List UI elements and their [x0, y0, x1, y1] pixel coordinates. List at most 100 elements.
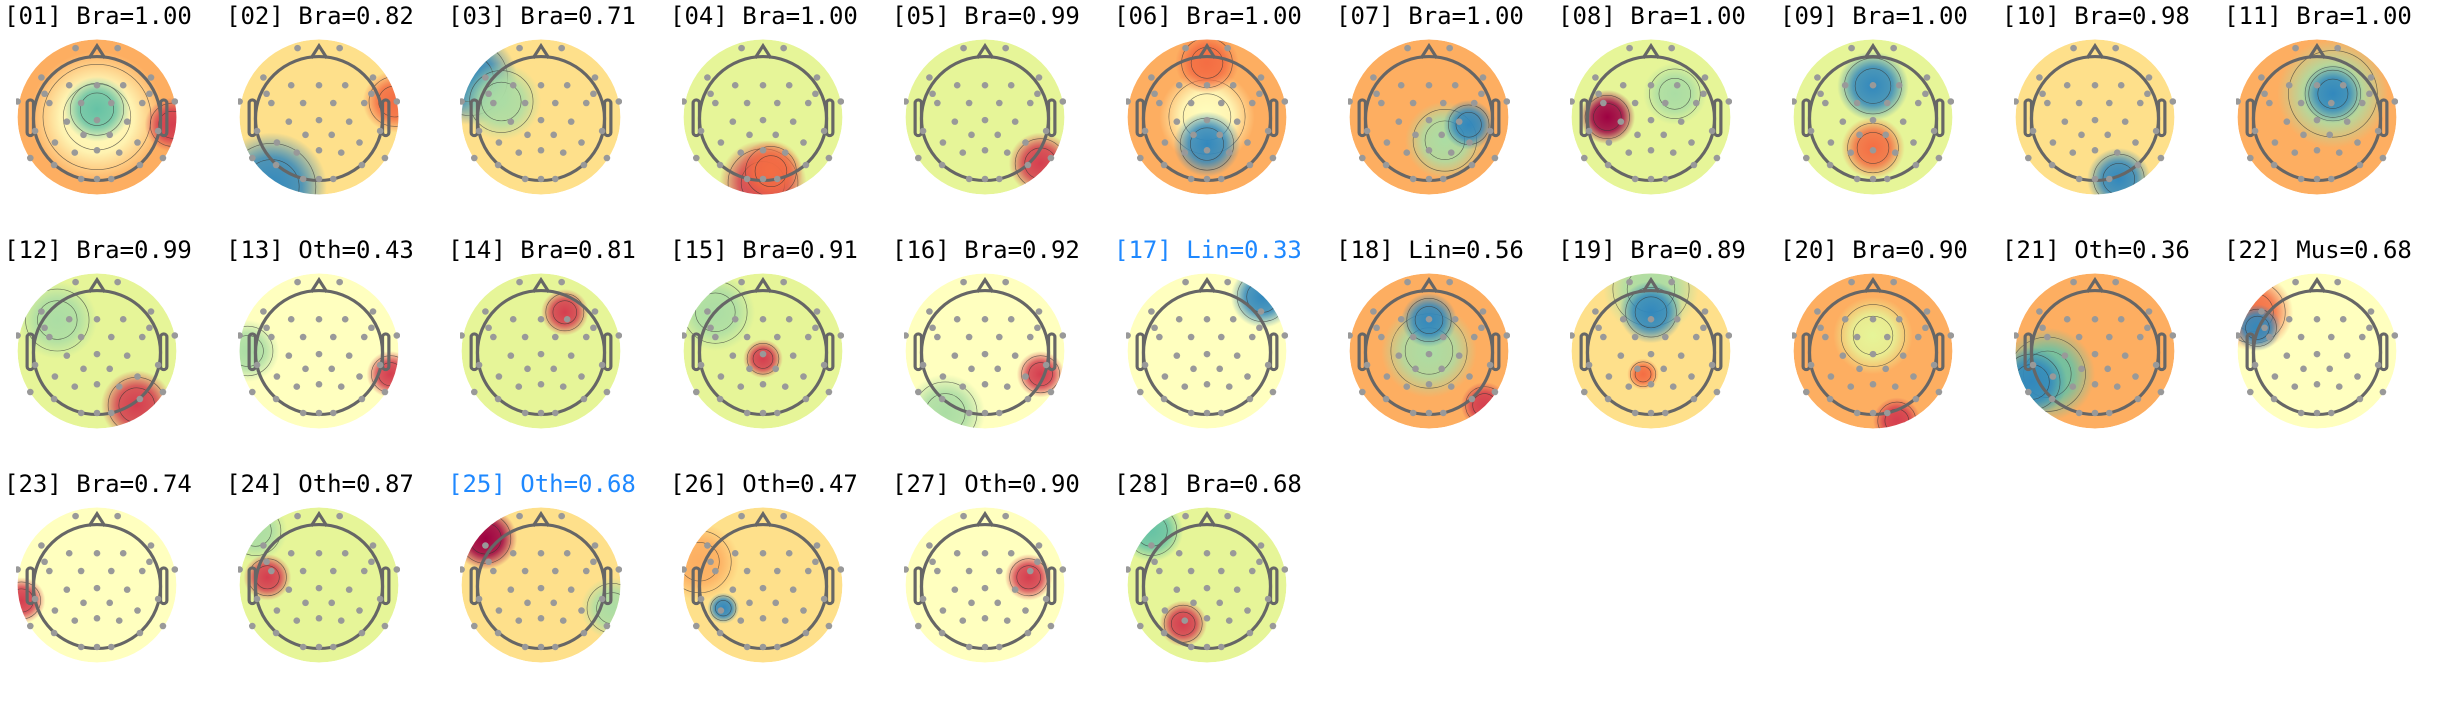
electrode-dot — [2391, 332, 2398, 339]
electrode-dot — [138, 99, 146, 107]
electrode-dot — [759, 175, 767, 183]
electrode-dot — [2313, 409, 2321, 417]
component-12[interactable]: [12] Bra=0.99 — [4, 234, 226, 468]
electrode-dot — [738, 512, 745, 520]
electrode-dot — [731, 549, 739, 557]
electrode-dot — [965, 643, 973, 651]
electrode-dot — [315, 175, 323, 183]
electrode-dot — [558, 44, 565, 52]
component-05[interactable]: [05] Bra=0.99 — [892, 0, 1114, 234]
electrode-dot — [1647, 315, 1655, 323]
electrode-dot — [2313, 81, 2321, 89]
component-15[interactable]: [15] Bra=0.91 — [670, 234, 892, 468]
component-03[interactable]: [03] Bra=0.71 — [448, 0, 670, 234]
electrode-dot — [315, 409, 323, 417]
electrode-dot — [315, 549, 323, 557]
component-title: [28] Bra=0.68 — [1114, 470, 1302, 498]
electrode-dot — [80, 599, 87, 607]
electrode-dot — [329, 333, 337, 341]
electrode-dot — [939, 373, 947, 380]
component-24[interactable]: [24] Oth=0.87 — [226, 468, 448, 702]
electrode-dot — [358, 395, 366, 403]
electrode-dot — [738, 44, 745, 52]
component-28[interactable]: [28] Bra=0.68 — [1114, 468, 1336, 702]
electrode-dot — [360, 99, 368, 107]
electrode-dot — [268, 333, 275, 341]
electrode-dot — [2379, 388, 2387, 396]
electrode-dot — [1404, 44, 1411, 52]
electrode-dot — [759, 381, 767, 388]
electrode-dot — [341, 81, 349, 89]
component-27[interactable]: [27] Oth=0.90 — [892, 468, 1114, 702]
electrode-dot — [1217, 333, 1225, 341]
electrode-dot — [1256, 90, 1263, 98]
electrode-dot — [2029, 361, 2037, 369]
component-02[interactable]: [02] Bra=0.82 — [226, 0, 448, 234]
component-10[interactable]: [10] Bra=0.98 — [2002, 0, 2224, 234]
component-01[interactable]: [01] Bra=1.00 — [4, 0, 226, 234]
component-25[interactable]: [25] Oth=0.68 — [448, 468, 670, 702]
component-title: [27] Oth=0.90 — [892, 470, 1080, 498]
component-23[interactable]: [23] Bra=0.74 — [4, 468, 226, 702]
electrode-dot — [1690, 395, 1698, 403]
electrode-dot — [515, 149, 523, 156]
component-14[interactable]: [14] Bra=0.81 — [448, 234, 670, 468]
component-title: [11] Bra=1.00 — [2224, 2, 2412, 30]
electrode-dot — [1503, 332, 1510, 339]
contour-line — [1584, 95, 1630, 139]
electrode-dot — [93, 350, 101, 358]
electrode-dot — [1626, 44, 1633, 52]
electrode-dot — [475, 127, 483, 135]
component-26[interactable]: [26] Oth=0.47 — [670, 468, 892, 702]
electrode-dot — [1269, 622, 1277, 630]
component-13[interactable]: [13] Oth=0.43 — [226, 234, 448, 468]
electrode-dot — [1701, 308, 1709, 315]
electrode-dot — [919, 361, 927, 369]
component-07[interactable]: [07] Bra=1.00 — [1336, 0, 1558, 234]
component-09[interactable]: [09] Bra=1.00 — [1780, 0, 2002, 234]
electrode-dot — [1668, 278, 1675, 286]
electrode-dot — [2136, 333, 2144, 341]
component-17[interactable]: [17] Lin=0.33 — [1114, 234, 1336, 468]
electrode-dot — [1869, 175, 1877, 183]
electrode-dot — [1486, 361, 1494, 369]
component-20[interactable]: [20] Bra=0.90 — [1780, 234, 2002, 468]
electrode-dot — [981, 81, 989, 89]
electrode-dot — [537, 549, 545, 557]
electrode-dot — [2313, 175, 2321, 183]
electrode-dot — [272, 395, 280, 403]
electrode-dot — [1669, 149, 1677, 156]
topomap — [2014, 273, 2176, 429]
electrode-dot — [360, 567, 368, 575]
electrode-dot — [315, 147, 323, 154]
topomap — [1792, 273, 1954, 429]
component-16[interactable]: [16] Bra=0.92 — [892, 234, 1114, 468]
component-04[interactable]: [04] Bra=1.00 — [670, 0, 892, 234]
component-08[interactable]: [08] Bra=1.00 — [1558, 0, 1780, 234]
topomap — [1126, 273, 1288, 429]
electrode-dot — [299, 643, 307, 651]
electrode-dot — [951, 352, 959, 359]
electrode-dot — [1217, 643, 1225, 651]
electrode-dot — [248, 154, 256, 162]
electrode-dot — [1570, 332, 1575, 339]
electrode-dot — [1708, 127, 1716, 135]
activation-blob — [1460, 381, 1509, 429]
component-06[interactable]: [06] Bra=1.00 — [1114, 0, 1336, 234]
electrode-dot — [1605, 373, 1613, 380]
electrode-dot — [2258, 74, 2265, 81]
electrode-dot — [551, 567, 559, 575]
electrode-dot — [707, 558, 714, 566]
component-22[interactable]: [22] Mus=0.68 — [2224, 234, 2438, 468]
electrode-dot — [914, 388, 922, 396]
electrode-dot — [1647, 381, 1655, 388]
component-21[interactable]: [21] Oth=0.36 — [2002, 234, 2224, 468]
electrode-dot — [615, 566, 622, 573]
electrode-dot — [919, 127, 927, 135]
component-18[interactable]: [18] Lin=0.56 — [1336, 234, 1558, 468]
electrode-dot — [72, 44, 79, 52]
component-19[interactable]: [19] Bra=0.89 — [1558, 234, 1780, 468]
component-11[interactable]: [11] Bra=1.00 — [2224, 0, 2438, 234]
electrode-dot — [934, 333, 941, 341]
electrode-dot — [1409, 409, 1417, 417]
